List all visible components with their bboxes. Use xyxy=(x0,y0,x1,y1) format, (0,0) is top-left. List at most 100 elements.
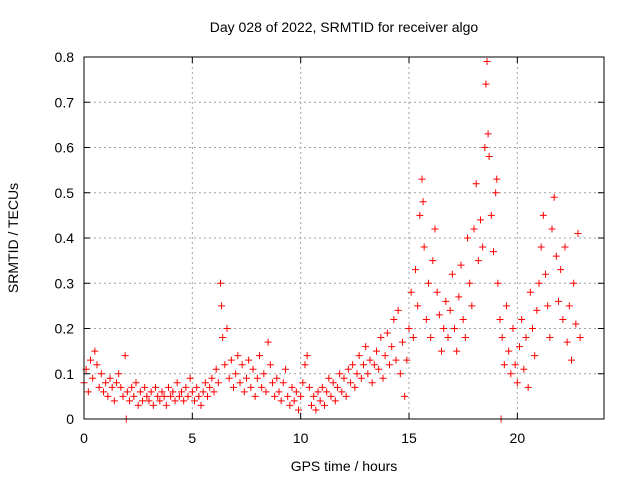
data-point xyxy=(550,193,558,201)
data-point xyxy=(234,352,242,360)
data-point xyxy=(279,379,287,387)
data-point xyxy=(123,388,131,396)
data-point xyxy=(329,379,337,387)
data-point xyxy=(201,379,209,387)
data-point xyxy=(349,361,357,369)
data-point xyxy=(366,356,374,364)
data-point xyxy=(295,406,302,414)
data-point xyxy=(139,397,146,405)
data-point xyxy=(214,379,222,387)
data-point xyxy=(572,320,580,328)
data-point xyxy=(188,388,196,396)
data-point xyxy=(314,388,322,396)
data-point xyxy=(301,361,309,369)
data-point xyxy=(308,401,315,409)
data-point xyxy=(236,379,244,387)
data-point xyxy=(132,379,140,387)
y-tick-label: 0.7 xyxy=(55,94,75,110)
data-point xyxy=(271,392,279,400)
data-point xyxy=(513,379,521,387)
x-tick-label: 0 xyxy=(80,430,88,446)
y-tick-label: 0.2 xyxy=(55,321,75,337)
data-point xyxy=(474,257,482,265)
data-point xyxy=(342,392,350,400)
data-point xyxy=(493,175,501,183)
data-point xyxy=(225,374,233,382)
x-tick-label: 5 xyxy=(188,430,196,446)
data-point xyxy=(412,266,419,274)
axis-ticks: 0 0.1 0.2 0.3 0.4 0.5 0.6 0.7 0.8 0 5 10 15 20 xyxy=(55,49,604,446)
data-point xyxy=(457,261,465,269)
data-point xyxy=(544,302,552,310)
data-point xyxy=(533,306,541,314)
data-point xyxy=(299,379,307,387)
data-point xyxy=(297,392,305,400)
data-point xyxy=(232,370,240,378)
data-point xyxy=(331,397,339,405)
data-point xyxy=(212,365,220,373)
data-point xyxy=(178,388,185,396)
data-point xyxy=(247,383,255,391)
data-point xyxy=(165,383,172,391)
x-tick-label: 15 xyxy=(401,430,417,446)
data-point xyxy=(87,356,94,364)
data-point xyxy=(108,383,116,391)
data-point xyxy=(97,370,105,378)
data-point xyxy=(503,302,510,310)
data-point xyxy=(321,401,328,409)
data-point xyxy=(206,383,214,391)
data-point xyxy=(186,374,194,382)
data-point xyxy=(364,370,372,378)
data-point xyxy=(115,370,123,378)
data-series-srmtid xyxy=(80,58,584,423)
data-point xyxy=(526,288,534,296)
y-tick-label: 0.6 xyxy=(55,140,75,156)
data-point xyxy=(305,383,313,391)
data-point xyxy=(273,374,281,382)
data-point xyxy=(444,334,452,342)
data-point xyxy=(375,365,383,373)
data-point xyxy=(334,383,341,391)
data-point xyxy=(277,397,285,405)
data-point xyxy=(264,338,272,346)
y-axis-label: SRMTID / TECUs xyxy=(5,183,21,293)
data-point xyxy=(381,352,389,360)
data-point xyxy=(464,234,471,242)
data-point xyxy=(470,225,478,233)
data-point xyxy=(419,198,427,206)
data-point xyxy=(429,257,437,265)
y-tick-label: 0.8 xyxy=(55,49,75,65)
data-point xyxy=(427,334,435,342)
grid xyxy=(84,57,604,419)
data-point xyxy=(310,392,318,400)
data-point xyxy=(483,58,491,66)
data-point xyxy=(149,401,157,409)
data-point xyxy=(537,243,545,251)
data-point xyxy=(312,406,320,414)
data-point xyxy=(160,392,168,400)
data-point xyxy=(418,175,426,183)
data-point xyxy=(568,356,575,364)
x-tick-label: 20 xyxy=(510,430,526,446)
data-point xyxy=(223,325,231,332)
data-point xyxy=(535,279,543,287)
data-point xyxy=(89,374,97,382)
data-point xyxy=(344,365,352,373)
data-point xyxy=(91,347,99,355)
data-point xyxy=(451,325,458,332)
data-point xyxy=(407,288,415,296)
data-point xyxy=(208,374,216,382)
data-point xyxy=(500,361,508,369)
data-point xyxy=(167,392,175,400)
data-point xyxy=(362,343,370,351)
data-point xyxy=(143,392,151,400)
data-point xyxy=(509,325,517,332)
data-point xyxy=(576,334,584,342)
y-tick-label: 0.5 xyxy=(55,185,75,201)
data-point xyxy=(565,302,573,310)
data-point xyxy=(409,334,417,342)
data-point xyxy=(468,302,476,310)
data-point xyxy=(258,383,266,391)
data-point xyxy=(487,211,495,219)
